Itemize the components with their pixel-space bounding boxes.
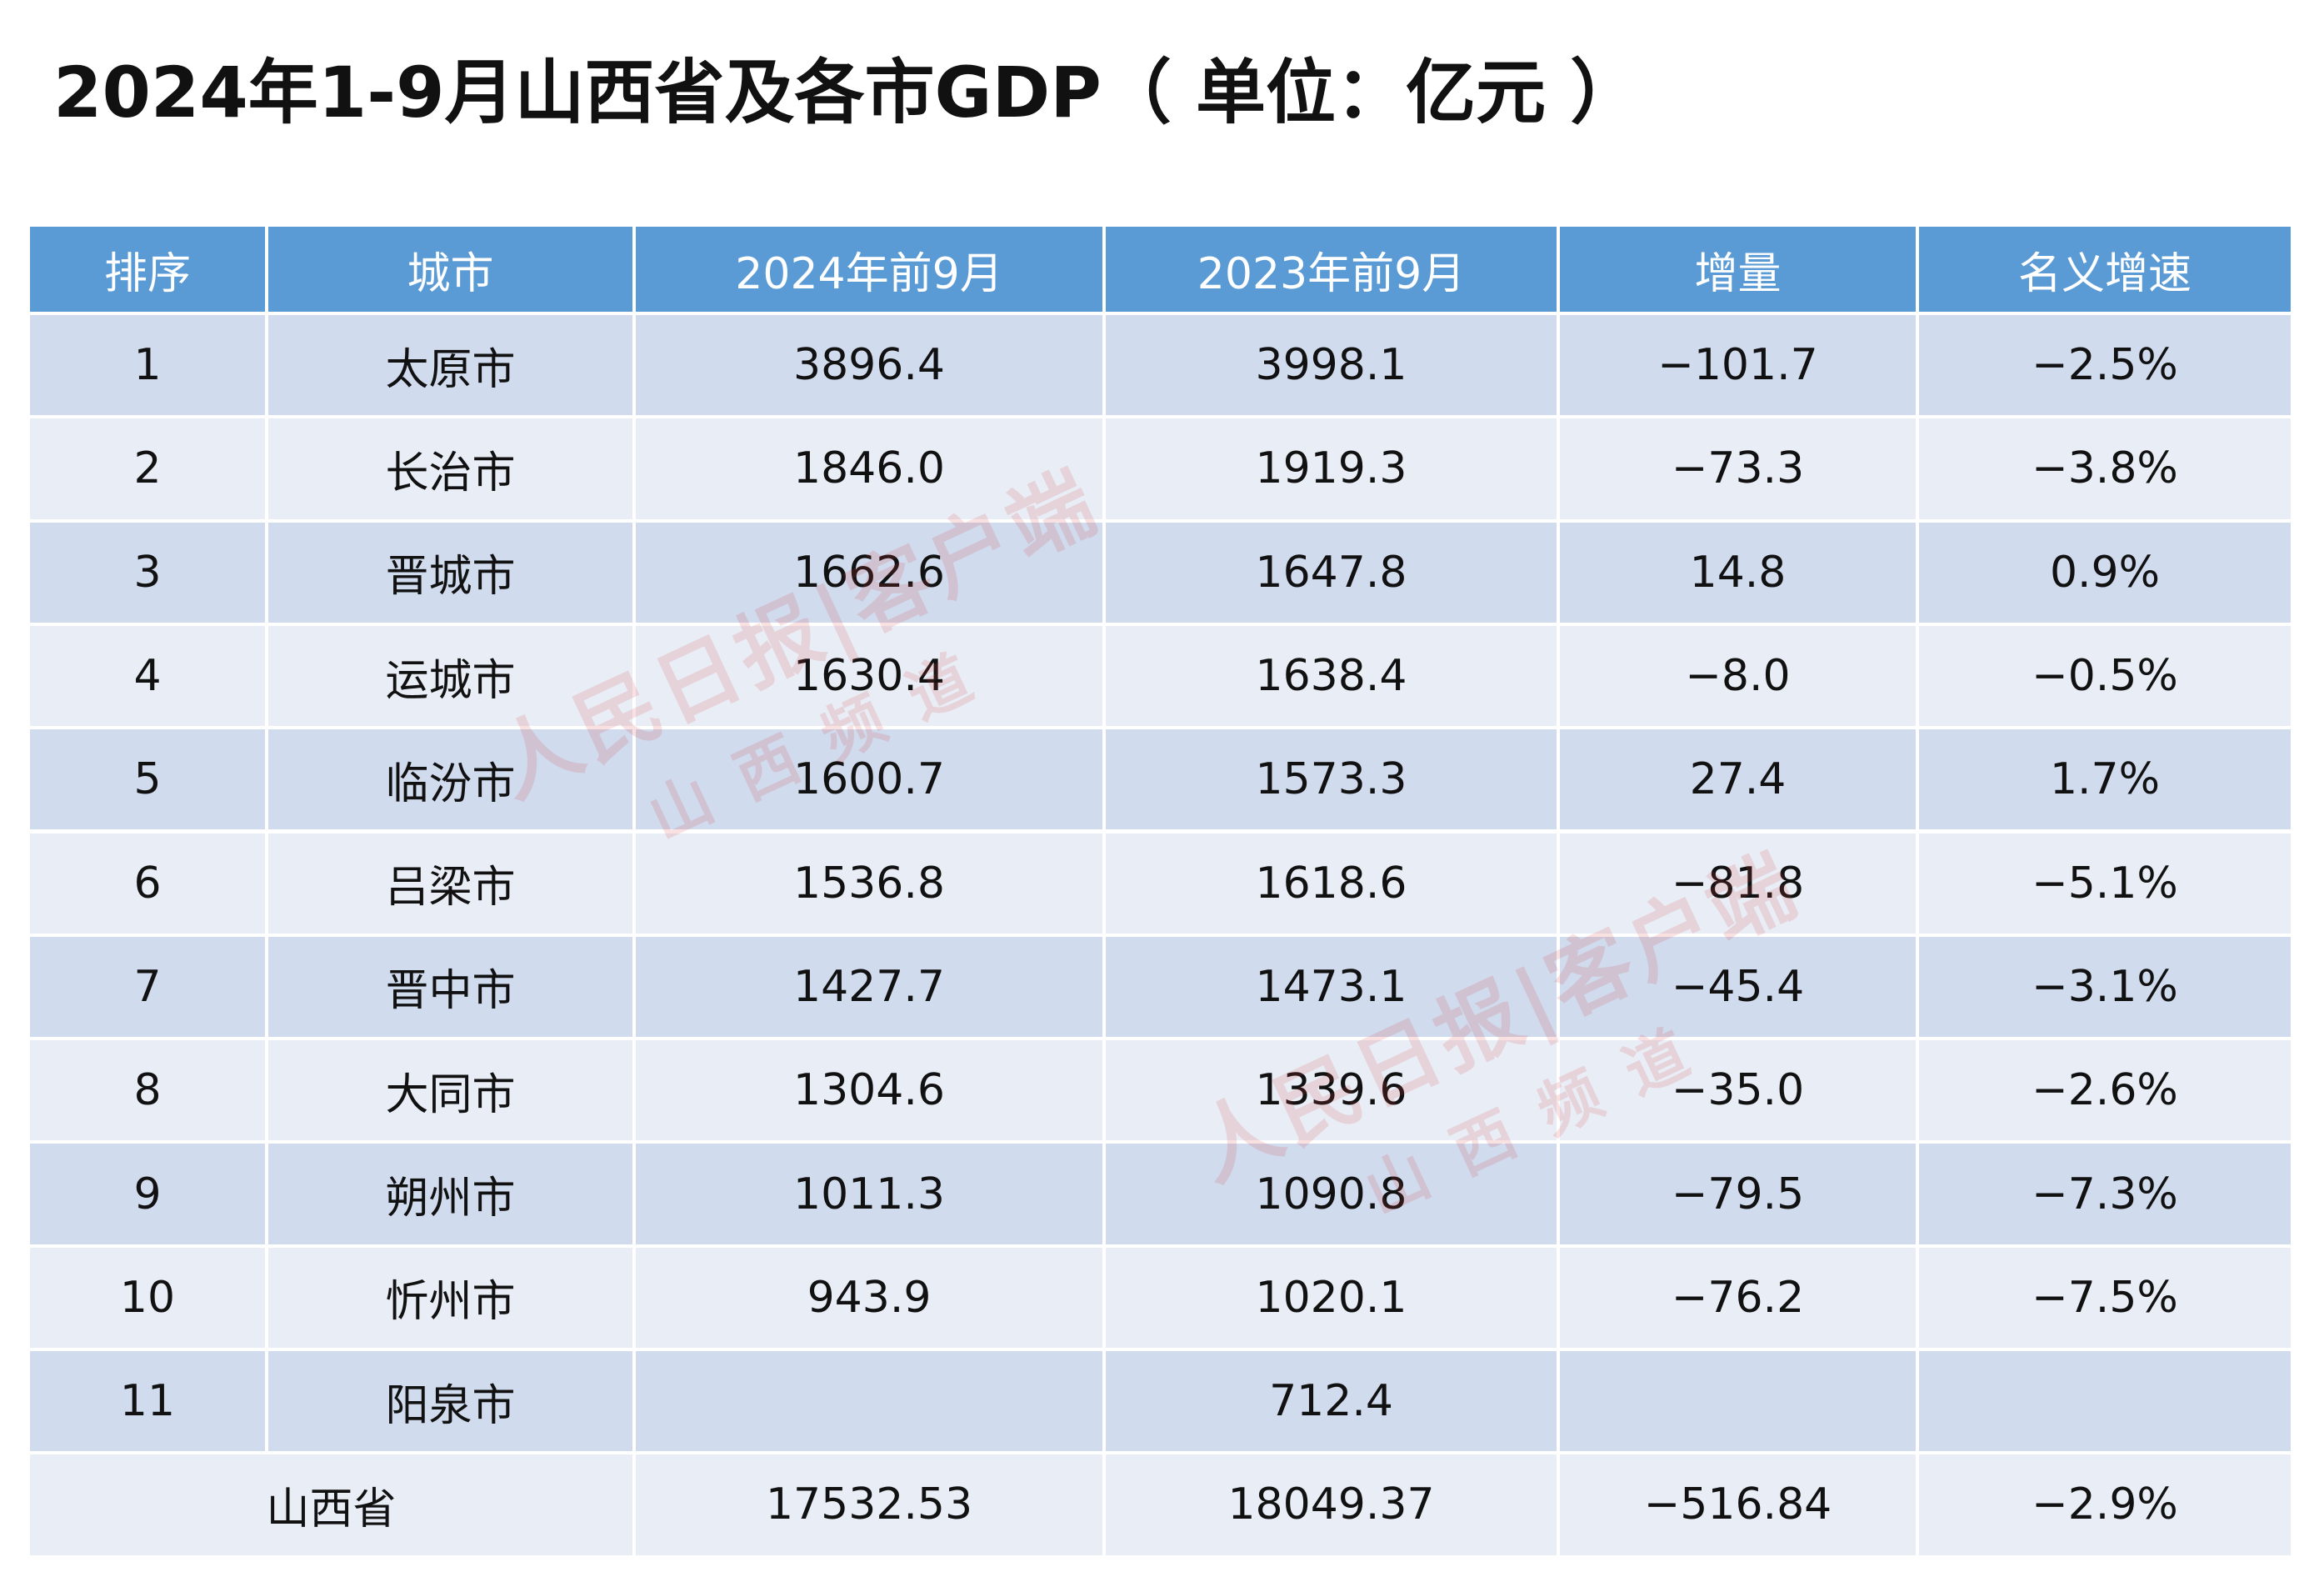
table-cell: 0.9% — [1919, 522, 2294, 626]
table-cell: 1011.3 — [636, 1144, 1106, 1248]
table-cell: 晋城市 — [268, 522, 636, 626]
header-cell: 增量 — [1560, 227, 1919, 315]
table-cell: 太原市 — [268, 315, 636, 419]
table-cell: 3 — [30, 522, 268, 626]
table-cell: −7.5% — [1919, 1247, 2294, 1351]
table-cell: 712.4 — [1106, 1351, 1560, 1455]
table-cell: 长治市 — [268, 418, 636, 523]
table-cell: −3.8% — [1919, 418, 2294, 523]
table-cell: 4 — [30, 625, 268, 730]
table-cell: −3.1% — [1919, 936, 2294, 1041]
table-cell: 11 — [30, 1351, 268, 1455]
table-cell: 1600.7 — [636, 729, 1106, 834]
table-cell: 1846.0 — [636, 418, 1106, 523]
total-cell: −516.84 — [1560, 1454, 1919, 1559]
total-cell: 18049.37 — [1106, 1454, 1560, 1559]
table-cell: 3998.1 — [1106, 315, 1560, 419]
table-cell: 1573.3 — [1106, 729, 1560, 834]
table-cell: −7.3% — [1919, 1144, 2294, 1248]
table-cell: 朔州市 — [268, 1144, 636, 1248]
table-cell: −2.5% — [1919, 315, 2294, 419]
table-cell: 1304.6 — [636, 1040, 1106, 1144]
table-cell: 7 — [30, 936, 268, 1041]
table-cell: −35.0 — [1560, 1040, 1919, 1144]
table-cell: 1638.4 — [1106, 625, 1560, 730]
table-cell — [1560, 1351, 1919, 1455]
table-cell: 8 — [30, 1040, 268, 1144]
table-cell: 1647.8 — [1106, 522, 1560, 626]
table-cell: −81.8 — [1560, 833, 1919, 937]
header-cell: 名义增速 — [1919, 227, 2294, 315]
total-cell: 17532.53 — [636, 1454, 1106, 1559]
table-cell — [1919, 1351, 2294, 1455]
table-cell: 1536.8 — [636, 833, 1106, 937]
table-cell: 1919.3 — [1106, 418, 1560, 523]
table-cell: −101.7 — [1560, 315, 1919, 419]
table-cell: 1427.7 — [636, 936, 1106, 1041]
table-cell: 吕梁市 — [268, 833, 636, 937]
table-cell: 1339.6 — [1106, 1040, 1560, 1144]
table-cell: 1020.1 — [1106, 1247, 1560, 1351]
table-cell — [636, 1351, 1106, 1455]
table-cell: −0.5% — [1919, 625, 2294, 730]
table-cell: 10 — [30, 1247, 268, 1351]
table-cell: −76.2 — [1560, 1247, 1919, 1351]
table-cell: 1090.8 — [1106, 1144, 1560, 1248]
table-cell: 临汾市 — [268, 729, 636, 834]
table-cell: −73.3 — [1560, 418, 1919, 523]
header-cell: 2023年前9月 — [1106, 227, 1560, 315]
table-cell: 14.8 — [1560, 522, 1919, 626]
table-cell: 9 — [30, 1144, 268, 1248]
header-cell: 排序 — [30, 227, 268, 315]
table-cell: 5 — [30, 729, 268, 834]
table-cell: 27.4 — [1560, 729, 1919, 834]
table-cell: −2.6% — [1919, 1040, 2294, 1144]
table-cell: −79.5 — [1560, 1144, 1919, 1248]
title: 2024年1-9月山西省及各市GDP（ 单位：亿元 ） — [53, 52, 1641, 133]
table-cell: 运城市 — [268, 625, 636, 730]
table-cell: 1 — [30, 315, 268, 419]
table-cell: 943.9 — [636, 1247, 1106, 1351]
table-cell: 1473.1 — [1106, 936, 1560, 1041]
table-cell: 3896.4 — [636, 315, 1106, 419]
table-cell: 晋中市 — [268, 936, 636, 1041]
table-cell: −45.4 — [1560, 936, 1919, 1041]
total-cell: 山西省 — [30, 1454, 636, 1559]
table-cell: 1662.6 — [636, 522, 1106, 626]
header-cell: 城市 — [268, 227, 636, 315]
table-cell: 1618.6 — [1106, 833, 1560, 937]
table-cell: −8.0 — [1560, 625, 1919, 730]
table-cell: −5.1% — [1919, 833, 2294, 937]
table-cell: 阳泉市 — [268, 1351, 636, 1455]
total-cell: −2.9% — [1919, 1454, 2294, 1559]
table-cell: 6 — [30, 833, 268, 937]
table-cell: 忻州市 — [268, 1247, 636, 1351]
table-cell: 1.7% — [1919, 729, 2294, 834]
table-cell: 1630.4 — [636, 625, 1106, 730]
table-cell: 大同市 — [268, 1040, 636, 1144]
header-cell: 2024年前9月 — [636, 227, 1106, 315]
table-cell: 2 — [30, 418, 268, 523]
